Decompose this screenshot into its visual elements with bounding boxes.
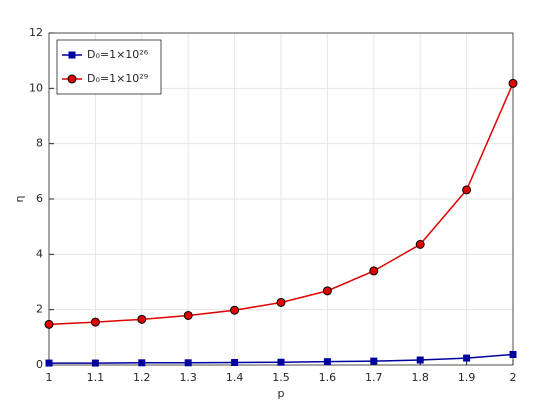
legend-label: D₀=1×10²⁹ <box>87 72 148 85</box>
marker <box>44 319 54 329</box>
marker <box>463 354 471 362</box>
marker <box>322 286 332 296</box>
x-tick-label: 1.7 <box>365 371 383 384</box>
marker <box>370 357 378 365</box>
legend-label: D₀=1×10²⁶ <box>87 48 149 61</box>
x-tick-label: 2 <box>510 371 517 384</box>
legend-box <box>56 39 162 95</box>
marker <box>184 359 192 367</box>
y-tick-label: 8 <box>36 137 43 150</box>
marker <box>508 78 518 88</box>
marker <box>230 305 240 315</box>
x-tick-label: 1.1 <box>87 371 105 384</box>
x-tick-label: 1.2 <box>133 371 151 384</box>
marker <box>90 317 100 327</box>
y-tick-label: 6 <box>36 192 43 205</box>
marker <box>509 350 517 358</box>
marker <box>231 359 239 367</box>
x-tick-label: 1.3 <box>179 371 197 384</box>
marker <box>415 239 425 249</box>
y-axis-label: η <box>13 195 26 202</box>
marker <box>91 359 99 367</box>
marker <box>137 314 147 324</box>
marker <box>67 74 77 84</box>
marker <box>45 359 53 367</box>
x-tick-label: 1.6 <box>319 371 337 384</box>
x-axis-label: p <box>278 387 285 400</box>
x-tick-label: 1.5 <box>272 371 290 384</box>
x-tick-label: 1.4 <box>226 371 244 384</box>
marker <box>277 358 285 366</box>
marker <box>369 266 379 276</box>
y-tick-label: 4 <box>36 247 43 260</box>
marker <box>323 358 331 366</box>
marker <box>462 185 472 195</box>
x-tick-label: 1.9 <box>458 371 476 384</box>
marker <box>276 297 286 307</box>
x-tick-label: 1.8 <box>411 371 429 384</box>
marker <box>68 51 76 59</box>
y-tick-label: 12 <box>29 26 43 39</box>
y-tick-label: 2 <box>36 303 43 316</box>
marker <box>416 356 424 364</box>
y-tick-label: 0 <box>36 358 43 371</box>
x-tick-label: 1 <box>46 371 53 384</box>
marker <box>183 310 193 320</box>
y-tick-label: 10 <box>29 81 43 94</box>
marker <box>138 359 146 367</box>
